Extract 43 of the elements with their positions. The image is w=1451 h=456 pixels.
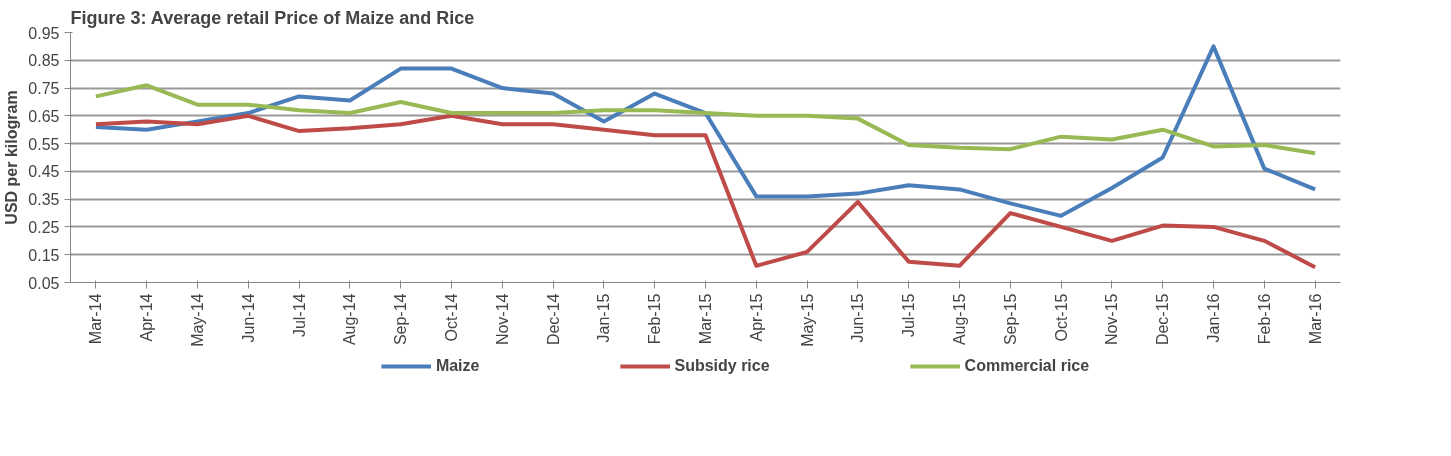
x-tick-label: Jan-15 [595, 293, 613, 343]
line-series [93, 44, 1318, 218]
x-tick-label: Jul-14 [290, 293, 308, 338]
x-tick-label: Sep-14 [392, 293, 410, 346]
y-axis-title: USD per kilogram [3, 90, 21, 225]
chart-title: Figure 3: Average retail Price of Maize and Rice [70, 7, 475, 28]
x-tick-label: Dec-14 [544, 293, 562, 346]
x-tick-label: Nov-15 [1103, 293, 1121, 346]
y-tick-label: 0.45 [28, 163, 60, 181]
x-tick-label: Jun-15 [849, 293, 867, 343]
x-tick-label: Nov-14 [493, 293, 511, 346]
x-tick-label: Feb-16 [1255, 293, 1273, 345]
x-tick-label: Oct-14 [443, 293, 460, 342]
legend-label: Subsidy rice [674, 357, 770, 375]
y-tick-label: 0.35 [28, 191, 60, 209]
x-tick-label: Mar-14 [87, 293, 105, 345]
x-tick-label: Dec-15 [1154, 293, 1172, 346]
y-tick-label: 0.25 [28, 218, 60, 236]
y-tick-label: 0.55 [28, 135, 60, 153]
x-tick-label: May-15 [798, 293, 816, 347]
x-tick-label: May-14 [189, 293, 206, 347]
x-tick-label: Oct-15 [1052, 293, 1070, 342]
x-tick-label: Aug-14 [341, 293, 359, 346]
line-series [93, 113, 1318, 270]
x-tick-label: Apr-15 [747, 293, 765, 342]
x-tick-label: Jul-15 [900, 293, 918, 338]
x-tick-label: Sep-15 [1001, 293, 1019, 346]
line-series [93, 83, 1318, 156]
x-tick-label: Feb-15 [646, 293, 664, 345]
x-tick-label: Mar-15 [697, 293, 714, 345]
x-tick-label: Mar-16 [1306, 293, 1324, 345]
x-tick-label: Aug-15 [951, 293, 968, 346]
y-tick-label: 0.75 [28, 80, 60, 98]
y-tick-label: 0.15 [28, 246, 60, 264]
y-tick-label: 0.85 [28, 52, 60, 70]
y-tick-label: 0.65 [28, 107, 60, 125]
x-tick-label: Apr-14 [138, 293, 156, 342]
y-tick-label: 0.95 [28, 24, 60, 42]
legend-label: Commercial rice [964, 357, 1090, 375]
x-tick-label: Jan-16 [1205, 293, 1222, 343]
x-tick-label: Jun-14 [239, 293, 257, 343]
y-tick-label: 0.05 [28, 274, 60, 292]
legend-label: Maize [435, 357, 480, 375]
